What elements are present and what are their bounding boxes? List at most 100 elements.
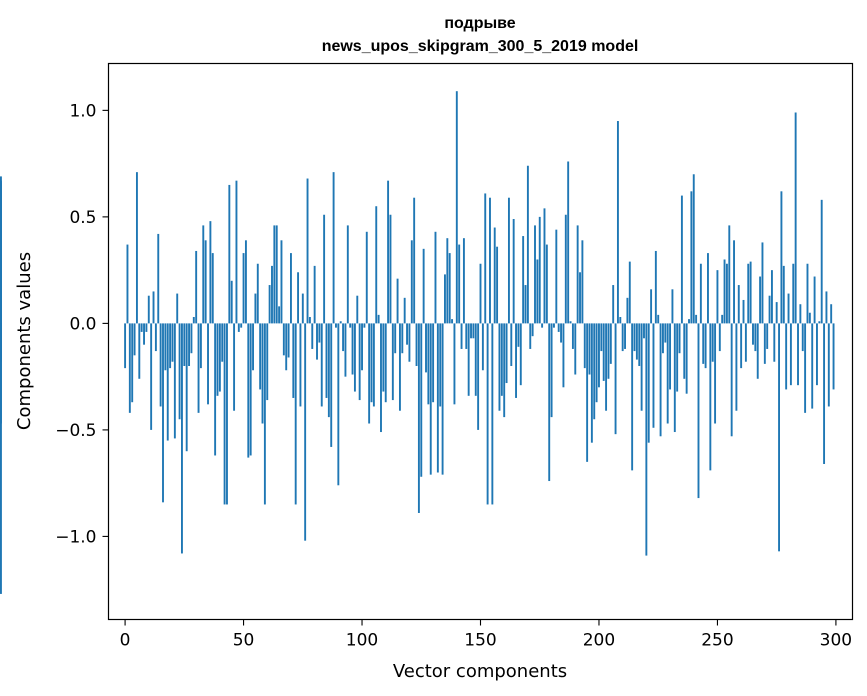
bar-component-81	[316, 323, 318, 360]
bar-component-107	[377, 314, 380, 324]
chart-title-line-2: news_upos_skipgram_300_5_2019 model	[322, 38, 639, 55]
bar-component-39	[216, 323, 219, 396]
bar-component-171	[529, 323, 532, 349]
bar-component-267	[756, 323, 759, 379]
bar-component-93	[344, 323, 347, 377]
bar-component-259	[737, 285, 740, 324]
bar-component-207	[614, 323, 617, 435]
bar-component-undefined	[0, 323, 2, 594]
bar-component-283	[794, 112, 797, 324]
bar-component-113	[391, 323, 394, 401]
bar-component-231	[671, 289, 674, 324]
bar-component-279	[785, 323, 788, 390]
bar-component-66	[280, 240, 283, 324]
bar-component-83	[320, 323, 323, 407]
bar-component-137	[448, 253, 451, 324]
bar-component-192	[579, 272, 581, 324]
bar-component-157	[496, 246, 499, 324]
bar-component-29	[192, 317, 195, 324]
bar-component-150	[479, 263, 482, 324]
bar-component-271	[766, 323, 769, 349]
bar-component-273	[770, 270, 773, 324]
bar-component-71	[292, 323, 295, 398]
bar-component-253	[723, 259, 726, 324]
bar-component-294	[820, 199, 823, 324]
bar-component-223	[652, 323, 655, 428]
bar-component-239	[690, 191, 693, 324]
bar-component-272	[768, 295, 771, 324]
bar-component-187	[567, 161, 570, 324]
bar-component-140	[455, 91, 458, 324]
y-axis-ticks: −1.0 −0.5 0.0 0.5 1.0	[55, 101, 109, 547]
bar-component-221	[647, 323, 650, 443]
x-tick-label: 50	[233, 631, 255, 651]
bar-component-41	[221, 323, 224, 362]
bar-component-12	[152, 291, 155, 324]
bar-component-70	[290, 253, 292, 324]
bar-component-148	[474, 323, 477, 396]
bar-component-3	[131, 323, 134, 403]
bar-component-138	[451, 319, 454, 324]
bar-component-189	[571, 323, 574, 349]
bar-component-194	[583, 323, 586, 369]
bar-component-46	[233, 323, 236, 411]
bar-component-141	[458, 244, 461, 324]
bar-component-217	[638, 323, 641, 366]
bar-component-298	[830, 304, 833, 324]
x-tick-label: 300	[820, 631, 852, 651]
bar-component-266	[754, 323, 757, 352]
bar-component-25	[183, 323, 186, 366]
bar-component-224	[654, 250, 657, 324]
bar-component-268	[759, 276, 762, 324]
x-tick-label: 0	[120, 631, 131, 651]
bar-component-159	[500, 323, 503, 396]
bar-component-230	[669, 323, 672, 390]
bar-component-200	[598, 323, 600, 388]
bar-component-78	[308, 317, 311, 324]
bar-component-152	[484, 193, 487, 324]
bar-component-120	[408, 323, 411, 362]
bar-component-91	[339, 321, 342, 324]
bar-component-211	[624, 323, 626, 349]
bar-component-115	[396, 278, 399, 324]
bar-component-147	[472, 323, 475, 339]
bar-component-183	[557, 323, 560, 332]
bar-component-295	[823, 323, 826, 464]
bar-component-292	[816, 323, 818, 386]
bar-component-36	[209, 221, 212, 324]
bar-component-22	[176, 293, 179, 324]
bar-component-177	[543, 208, 546, 324]
bar-component-54	[252, 323, 254, 371]
y-tick-label: 1.0	[69, 101, 96, 121]
bar-component-101	[363, 323, 366, 328]
bar-component-45	[230, 280, 233, 324]
bar-component-208	[616, 121, 619, 324]
bar-component-142	[460, 323, 463, 349]
bar-component-235	[680, 195, 683, 324]
bar-component-97	[353, 323, 356, 392]
bar-component-60	[266, 323, 269, 401]
bar-component-65	[278, 306, 281, 324]
bar-component-104	[370, 323, 373, 403]
bar-component-52	[247, 323, 250, 458]
bar-component-218	[640, 323, 643, 411]
bar-component-32	[199, 323, 202, 369]
bar-component-134	[441, 323, 444, 475]
x-tick-label: 200	[583, 631, 615, 651]
bar-component-182	[555, 229, 558, 324]
bar-component-79	[311, 323, 314, 349]
bar-component-2	[128, 323, 131, 413]
bar-component-197	[590, 323, 593, 443]
bar-component-51	[244, 240, 247, 324]
bar-component-126	[422, 248, 425, 324]
bar-component-143	[462, 238, 465, 324]
bar-component-226	[659, 323, 662, 437]
bar-component-296	[825, 291, 828, 324]
bar-component-170	[526, 165, 529, 324]
bar-component-261	[742, 299, 745, 324]
bar-component-173	[534, 225, 536, 324]
bar-component-69	[287, 323, 290, 358]
bar-component-114	[394, 323, 397, 354]
bar-component-50	[242, 253, 245, 324]
bar-component-241	[695, 314, 698, 324]
